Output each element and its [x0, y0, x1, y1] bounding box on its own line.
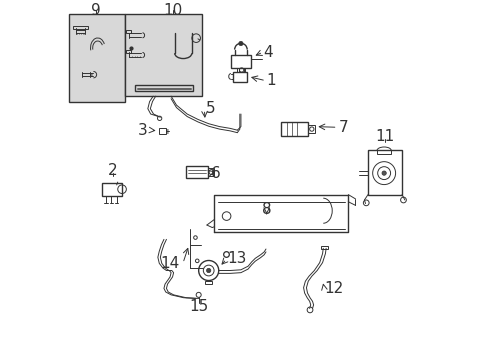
Circle shape [381, 171, 386, 175]
Text: 6: 6 [210, 166, 220, 181]
Text: 11: 11 [375, 129, 394, 144]
Bar [135, 85, 192, 91]
Text: 5: 5 [205, 101, 215, 116]
Text: 4: 4 [263, 45, 272, 60]
Text: 1: 1 [266, 73, 276, 88]
Text: 12: 12 [324, 281, 343, 296]
Text: 13: 13 [227, 251, 246, 266]
Text: 9: 9 [91, 3, 101, 18]
Bar [102, 183, 122, 197]
Bar [367, 150, 401, 195]
Bar [125, 30, 130, 33]
Bar [307, 125, 314, 133]
Bar [124, 14, 201, 96]
Bar [281, 122, 307, 136]
Bar [73, 26, 87, 29]
Bar [204, 280, 212, 284]
Text: 7: 7 [338, 120, 347, 135]
Bar [158, 128, 166, 134]
Bar [69, 14, 124, 102]
Text: 2: 2 [108, 163, 118, 178]
Text: 15: 15 [189, 299, 208, 314]
Bar [207, 168, 214, 176]
Bar [238, 68, 244, 72]
Text: 8: 8 [262, 202, 271, 217]
Circle shape [206, 268, 210, 273]
Circle shape [238, 41, 243, 46]
Text: 3: 3 [137, 123, 147, 138]
Bar [230, 55, 250, 68]
Bar [376, 150, 390, 154]
Bar [125, 50, 130, 53]
Text: 10: 10 [163, 3, 182, 18]
Bar [232, 72, 246, 82]
Bar [186, 166, 207, 178]
Text: 14: 14 [160, 256, 179, 271]
Bar [321, 246, 327, 249]
